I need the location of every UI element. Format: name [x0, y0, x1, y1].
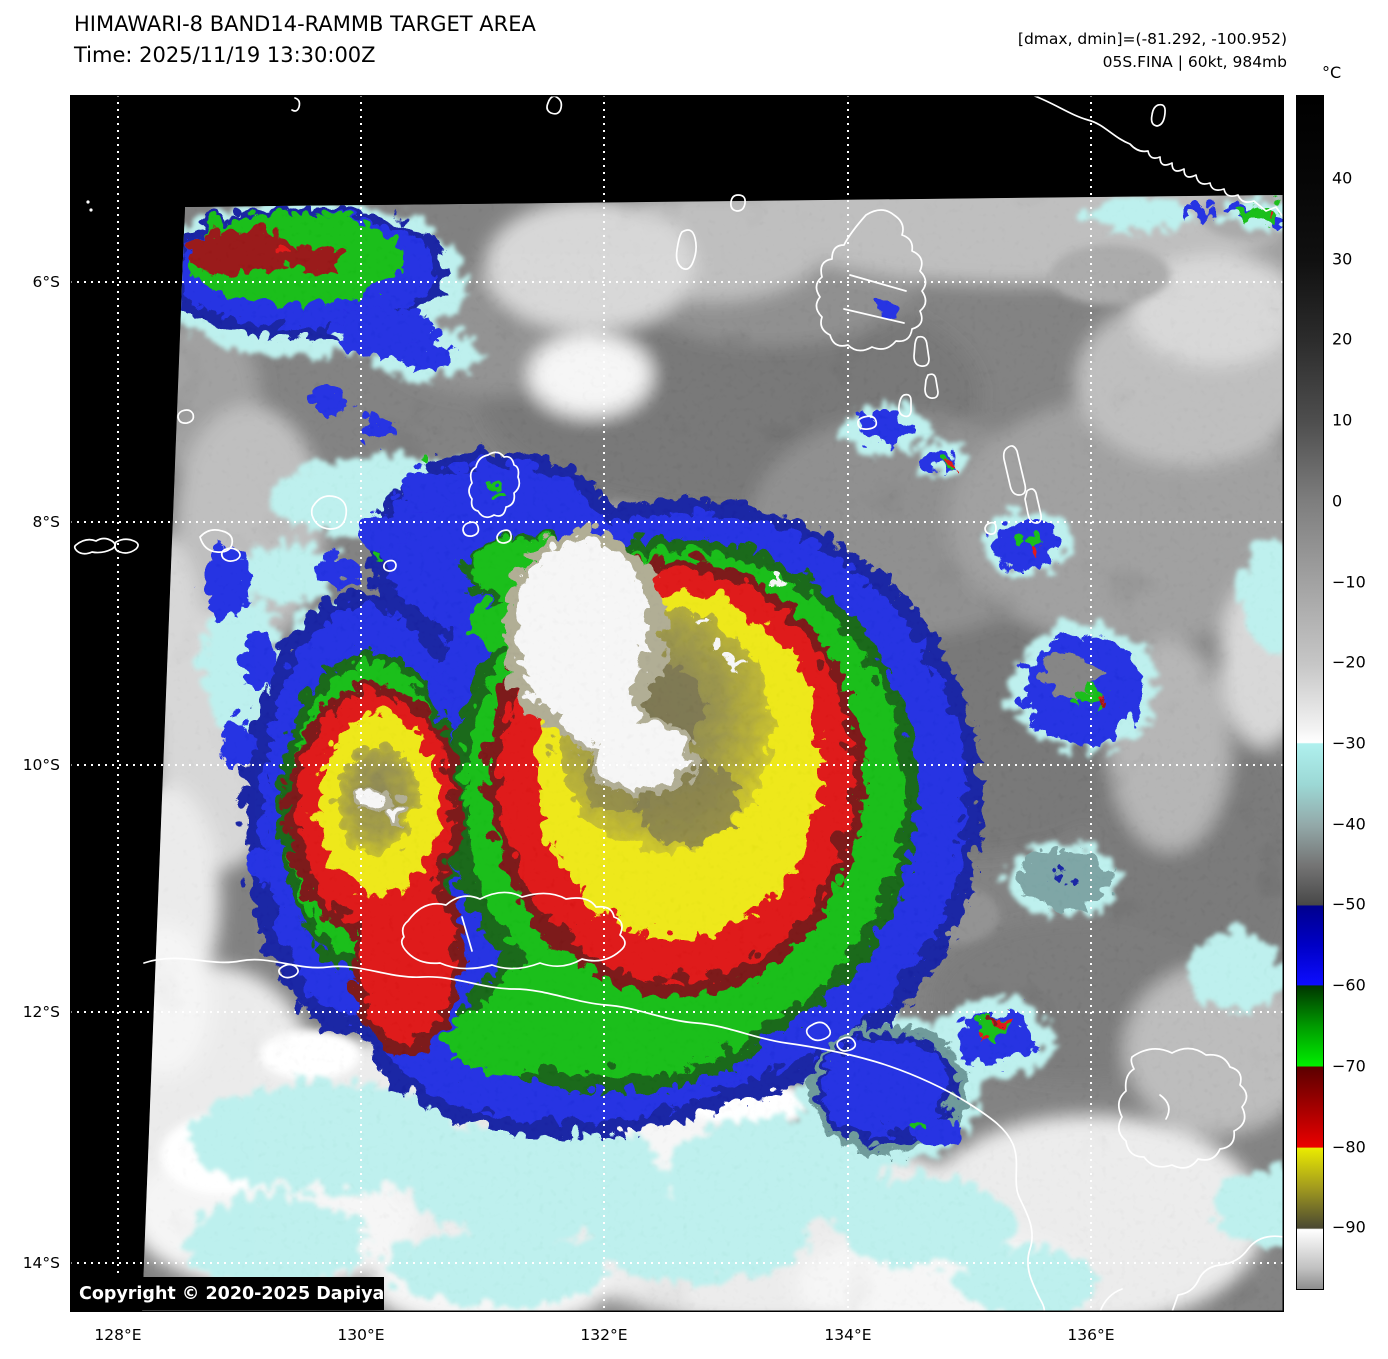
figure-title: HIMAWARI-8 BAND14-RAMMB TARGET AREA — [74, 12, 536, 36]
coastline-islet — [291, 97, 301, 112]
coastline-islet — [675, 229, 697, 270]
coastline-babar — [310, 495, 348, 530]
dmax-dmin-annotation: [dmax, dmin]=(-81.292, -100.952) — [1017, 30, 1287, 48]
coastline-islet — [1150, 103, 1166, 127]
temperature-colorbar — [1296, 95, 1324, 1290]
x-tick-label: 136°E — [1067, 1326, 1115, 1344]
colorbar-tick-label: −10 — [1332, 572, 1366, 592]
coastline-new-guinea — [1031, 95, 1284, 218]
x-tick-label: 130°E — [337, 1326, 385, 1344]
y-tick-label: 10°S — [22, 756, 60, 774]
colorbar-tick-label: −60 — [1332, 975, 1366, 995]
colorbar-tick-label: 40 — [1332, 168, 1353, 188]
colorbar-tick-label: −40 — [1332, 814, 1366, 834]
satellite-image — [70, 95, 1284, 1312]
coastline-islet — [730, 194, 746, 212]
y-tick-label: 14°S — [22, 1254, 60, 1272]
colorbar-tick-label: −90 — [1332, 1217, 1366, 1237]
y-tick-label: 8°S — [32, 513, 60, 531]
coastline-australia — [143, 957, 1046, 1312]
x-tick-label: 132°E — [580, 1326, 628, 1344]
figure-time-label: Time: 2025/11/19 13:30:00Z — [74, 43, 376, 67]
x-tick-label: 134°E — [824, 1326, 872, 1344]
axes-frame — [70, 95, 1284, 1312]
colorbar-unit-label: °C — [1322, 63, 1342, 82]
colorbar-tick-label: 10 — [1332, 410, 1353, 430]
coastlines — [73, 95, 1284, 1312]
coastline-kai-islands — [1002, 445, 1027, 496]
coastline-tanimbar — [468, 451, 521, 519]
colorbar-tick-label: −80 — [1332, 1137, 1366, 1157]
colorbar-tick-label: −30 — [1332, 733, 1366, 753]
satellite-image-panel — [70, 95, 1284, 1312]
colorbar-tick-label: 20 — [1332, 329, 1353, 349]
coastline-islet — [546, 95, 563, 115]
coastline-aru-islands — [815, 209, 927, 352]
coastline-wetar — [73, 537, 116, 555]
coastline-tiwi-islands — [400, 891, 626, 970]
coastline-corner — [1171, 1235, 1284, 1312]
y-tick-label: 12°S — [22, 1003, 60, 1021]
colorbar-tick-label: −70 — [1332, 1056, 1366, 1076]
colorbar-tick-label: 0 — [1332, 491, 1343, 511]
colorbar-tick-label: 30 — [1332, 249, 1353, 269]
storm-info-annotation: 05S.FINA | 60kt, 984mb — [1102, 53, 1287, 71]
y-tick-label: 6°S — [32, 273, 60, 291]
coastline-arnhem — [1117, 1047, 1248, 1169]
colorbar-tick-label: −20 — [1332, 652, 1366, 672]
data-swath — [142, 195, 1284, 1312]
copyright-watermark: Copyright © 2020-2025 Dapiya — [70, 1277, 384, 1310]
colorbar-tick-label: −50 — [1332, 894, 1366, 914]
x-tick-label: 128°E — [94, 1326, 142, 1344]
